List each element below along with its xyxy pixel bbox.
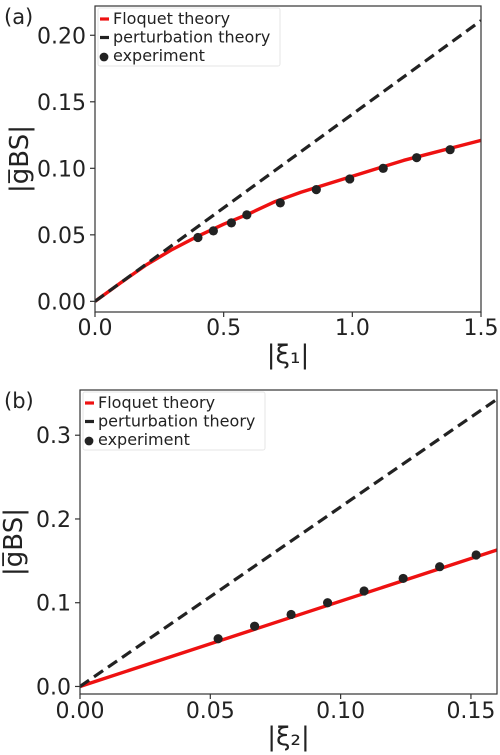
experiment-point [359, 586, 369, 596]
experiment-point [398, 573, 408, 584]
x-tick-label: 1.5 [464, 316, 499, 341]
y-tick-label: 0.00 [37, 290, 86, 315]
x-tick-label: 0.05 [186, 699, 235, 724]
y-axis-label: |g̅BS| [0, 508, 29, 576]
experiment-point [412, 153, 422, 163]
panel-a: (a) 0.0 0.5 1.0 1.5 0.00 0.05 0.10 0.15 0.20 |ξ₁| |… [4, 5, 499, 370]
panel-label: (b) [4, 389, 34, 413]
legend-label: perturbation theory [113, 28, 270, 47]
x-tick-label: 0.15 [446, 699, 495, 724]
legend-box [82, 391, 266, 451]
y-tick-label: 0.2 [36, 508, 71, 533]
x-axis-label: |ξ₂| [267, 722, 309, 752]
x-tick-label: 0.10 [316, 699, 365, 724]
y-tick-label: 0.20 [37, 24, 86, 49]
series-line-perturbation-theory [95, 19, 481, 303]
experiment-point [345, 174, 355, 184]
x-tick-label: 1.0 [335, 316, 370, 341]
y-tick-label: 0.05 [37, 224, 86, 249]
y-axis-label: |g̅BS| [5, 125, 35, 193]
legend-marker [84, 436, 94, 446]
panel-b: (b) 0.00 0.05 0.10 0.15 0.0 0.1 0.2 0.3 |ξ₂| |g̅BS… [0, 389, 498, 752]
experiment-point [471, 550, 481, 560]
experiment-point [193, 232, 203, 243]
legend-box [97, 7, 281, 67]
plot-frame [94, 5, 482, 313]
experiment-point [322, 598, 333, 608]
legend-label: experiment [98, 430, 190, 449]
legend-marker [99, 52, 109, 62]
legend-label: Floquet theory [98, 393, 215, 412]
experiment-point [208, 226, 218, 236]
y-tick-label: 0.0 [36, 675, 71, 700]
experiment-point [242, 210, 252, 220]
x-tick-label: 0.00 [56, 699, 105, 724]
legend-label: Floquet theory [113, 9, 230, 28]
legend-label: experiment [113, 46, 205, 65]
x-tick-label: 0.5 [206, 316, 241, 341]
experiment-point [213, 634, 223, 644]
experiment-point [286, 609, 296, 620]
experiment-point [311, 185, 321, 195]
legend-label: perturbation theory [98, 412, 255, 431]
experiment-point [445, 145, 455, 155]
experiment-point [226, 218, 236, 228]
series-line-floquet-theory [95, 138, 481, 303]
x-axis-label: |ξ₁| [267, 340, 309, 370]
experiment-point [435, 562, 445, 572]
experiment-point [250, 621, 260, 631]
plot-frame [79, 389, 498, 695]
y-tick-label: 0.15 [37, 91, 86, 116]
experiment-point [275, 198, 285, 208]
panel-label: (a) [4, 5, 33, 29]
y-tick-label: 0.3 [36, 424, 71, 449]
experiment-point [378, 163, 388, 173]
y-tick-label: 0.1 [36, 592, 71, 617]
x-tick-label: 0.0 [78, 316, 113, 341]
y-tick-label: 0.10 [37, 157, 86, 182]
